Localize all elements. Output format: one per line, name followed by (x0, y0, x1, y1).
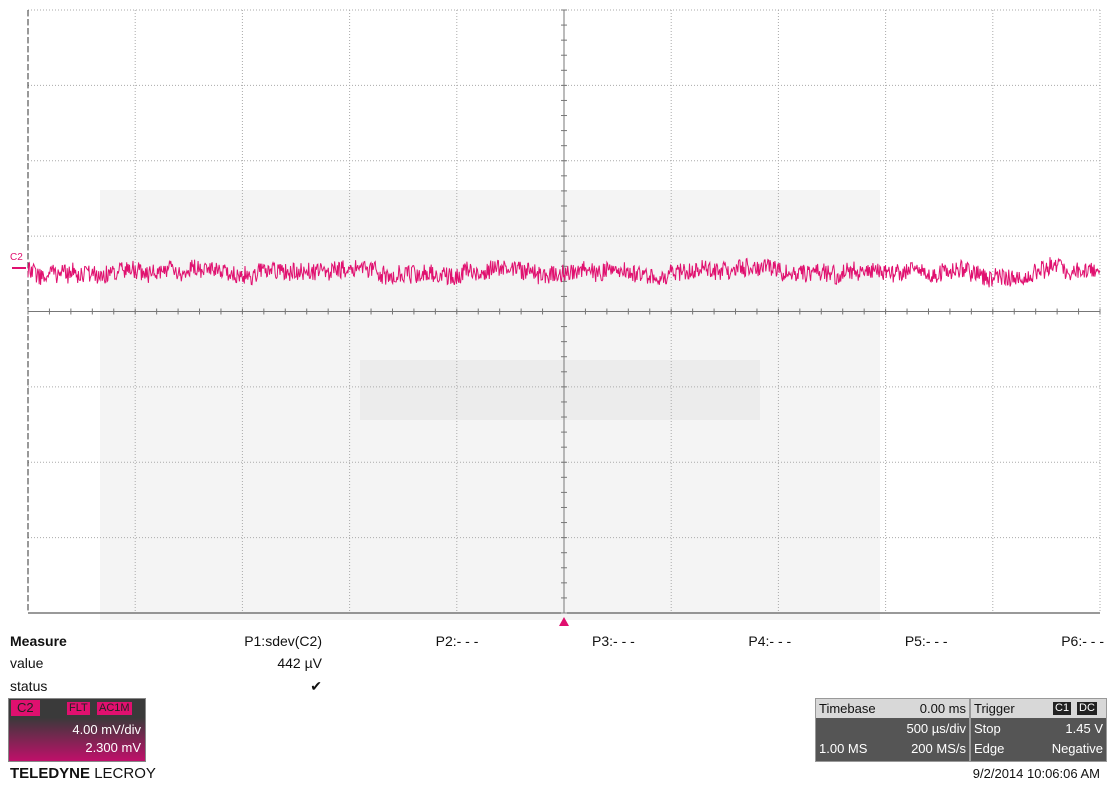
graticule (12, 9, 1101, 626)
trigger-marker (559, 617, 569, 626)
measure-status: ✔ (310, 678, 322, 694)
trigger-slope: Negative (1051, 741, 1103, 756)
timebase-box: Timebase 0.00 ms 500 µs/div 1.00 MS 200 … (815, 698, 970, 762)
param-label: P5:- - - (904, 633, 948, 649)
measure-value: 442 µV (277, 655, 322, 671)
header-bar (816, 699, 969, 718)
channel-box: C2 FLT AC1M 4.00 mV/div 2.300 mV (8, 698, 146, 762)
timebase-samples: 1.00 MS (819, 741, 868, 756)
row-label: status (10, 678, 48, 694)
timebase-delay: 0.00 ms (919, 701, 966, 716)
waveform (27, 257, 1101, 288)
brand: TELEDYNE LECROY (10, 766, 156, 782)
trigger-source: C1 (1053, 702, 1072, 715)
channel-offset: 2.300 mV (85, 740, 141, 755)
trigger-coupling: DC (1077, 702, 1097, 715)
timebase-rate: 200 MS/s (911, 741, 966, 756)
timestamp: 9/2/2014 10:06:06 AM (972, 766, 1100, 781)
row-label: value (10, 655, 44, 671)
timebase-scale: 500 µs/div (906, 721, 966, 736)
param-label: P1:sdev(C2) (244, 633, 322, 649)
channel-tag: FLT (67, 702, 90, 715)
measure-header: Measure (10, 633, 67, 649)
param-label: P6:- - - (1061, 633, 1104, 649)
param-label: P2:- - - (435, 633, 479, 649)
brand-sub: LECROY (94, 765, 156, 782)
channel-scale: 4.00 mV/div (72, 722, 141, 737)
trigger-label: Trigger (974, 701, 1015, 716)
timebase-label: Timebase (819, 701, 876, 716)
trace-label: C2 (10, 252, 23, 263)
param-label: P3:- - - (592, 633, 635, 649)
channel-tag: AC1M (97, 702, 132, 715)
trigger-type: Edge (974, 741, 1005, 756)
param-label: P4:- - - (748, 633, 792, 649)
trigger-level: 1.45 V (1065, 721, 1103, 736)
channel-name: C2 (11, 700, 40, 716)
header-bar (971, 699, 1106, 718)
watermark (100, 190, 230, 620)
brand-main: TELEDYNE (10, 765, 91, 782)
trigger-box: Trigger C1 DC Stop 1.45 V Edge Negative (970, 698, 1107, 762)
watermark (360, 360, 760, 420)
trigger-mode: Stop (974, 721, 1001, 736)
